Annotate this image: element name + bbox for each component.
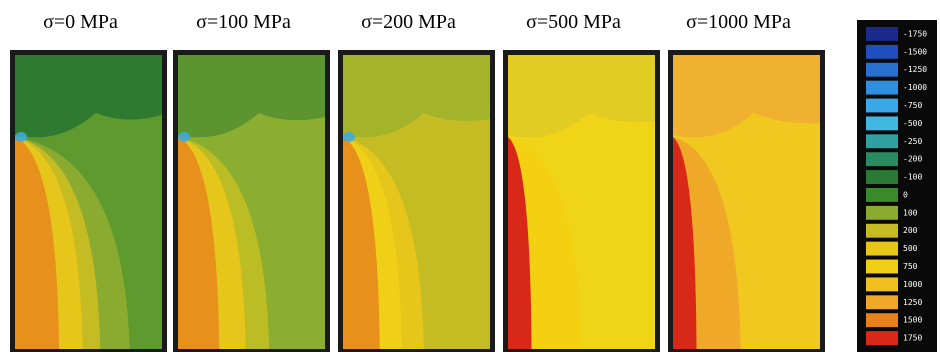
field-top [508, 55, 655, 138]
field-top [673, 55, 820, 138]
panel-field [343, 55, 490, 349]
legend-swatch [866, 223, 898, 238]
legend-label: -1000 [903, 83, 927, 92]
legend-label: 100 [903, 208, 918, 217]
panel-title: σ=100 MPa [196, 11, 291, 33]
contour-panel [503, 50, 660, 352]
panel-field [178, 55, 325, 349]
field-top [343, 55, 490, 138]
field-band [673, 137, 697, 349]
legend-label: -750 [903, 101, 922, 110]
legend-swatch [866, 205, 898, 220]
legend-label: 1250 [903, 298, 922, 307]
legend-label: -500 [903, 119, 922, 128]
legend-label: 0 [903, 190, 908, 199]
legend-swatch [866, 134, 898, 149]
legend-swatch [866, 277, 898, 292]
legend-label: -200 [903, 155, 922, 164]
legend-label: 500 [903, 244, 918, 253]
panel-field [508, 55, 655, 349]
legend-swatch [866, 259, 898, 274]
legend-swatch [866, 295, 898, 310]
legend-label: 1500 [903, 316, 922, 325]
panel-title: σ=500 MPa [526, 11, 621, 33]
field-top [15, 55, 162, 138]
contour-panel [668, 50, 825, 352]
legend-swatch [866, 188, 898, 202]
legend-label: -1250 [903, 65, 927, 74]
stress-spot [15, 132, 27, 142]
legend-swatch [866, 80, 898, 95]
field-band [178, 137, 220, 349]
legend-label: 1000 [903, 280, 922, 289]
legend-swatch [866, 331, 898, 345]
panel-title: σ=0 MPa [43, 11, 118, 33]
legend-swatch [866, 27, 898, 41]
field-band [343, 137, 380, 349]
stress-spot [343, 132, 355, 142]
contour-panel [338, 50, 495, 352]
legend-swatch [866, 62, 898, 77]
contour-panel [10, 50, 167, 352]
field-band [15, 137, 60, 349]
legend-label: -1750 [903, 29, 927, 38]
legend-label: -1500 [903, 47, 927, 56]
field-top [178, 55, 325, 138]
legend-swatch [866, 241, 898, 256]
legend-label: 1750 [903, 334, 922, 343]
legend-label: 200 [903, 226, 918, 235]
legend-swatch [866, 116, 898, 131]
legend-label: 750 [903, 262, 918, 271]
panel-title: σ=200 MPa [361, 11, 456, 33]
panel-title: σ=1000 MPa [686, 11, 791, 33]
panel-field [15, 55, 162, 349]
legend-swatch [866, 152, 898, 167]
legend-swatch [866, 44, 898, 59]
panel-field [673, 55, 820, 349]
field-band [508, 137, 532, 349]
stress-spot [178, 132, 190, 142]
legend-swatch [866, 98, 898, 113]
contour-panel [173, 50, 330, 352]
legend-label: -100 [903, 173, 922, 182]
legend-swatch [866, 313, 898, 328]
legend-swatch [866, 170, 898, 184]
legend-label: -250 [903, 137, 922, 146]
